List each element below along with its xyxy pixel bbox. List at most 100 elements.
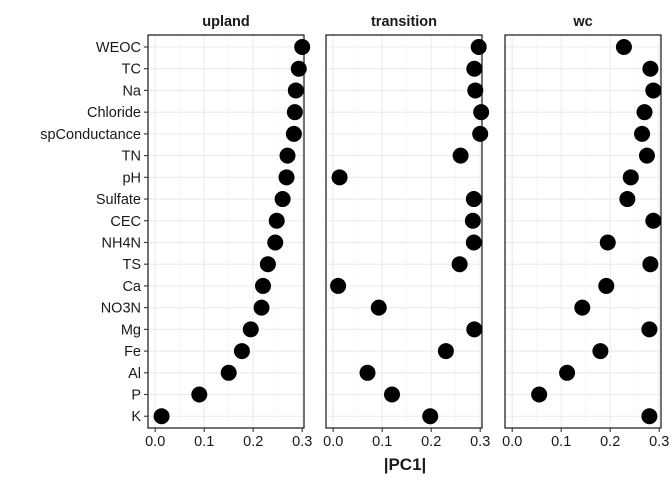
data-point-TS — [451, 256, 468, 273]
data-point-P — [531, 386, 548, 403]
data-point-WEOC — [294, 39, 311, 55]
x-axis-wc: 0.0 0.1 0.2 0.3 — [502, 428, 669, 450]
x-tick-label: 0.0 — [323, 434, 343, 450]
data-point-Ca — [255, 277, 271, 294]
data-point-TS — [259, 256, 276, 273]
data-point-Fe — [233, 343, 250, 360]
x-axis-upland: 0.0 0.1 0.2 0.3 — [145, 428, 312, 450]
facet-panel-wc: wc — [504, 14, 662, 429]
data-point-pH — [331, 169, 348, 186]
y-tick-label: CEC — [110, 214, 141, 230]
x-tick-label: 0.2 — [600, 434, 620, 450]
x-tick-label: 0.1 — [372, 434, 392, 450]
y-tick-label: K — [131, 409, 141, 425]
data-point-Chloride — [473, 104, 490, 121]
x-axes: 0.0 0.1 0.2 0.3 0.0 0.1 0.2 0.3 0.0 0.1 0.2 0.3 — [145, 428, 669, 450]
y-tick-label: Al — [128, 366, 141, 382]
data-point-Na — [287, 82, 304, 99]
data-point-NO3N — [370, 299, 387, 316]
data-point-K — [641, 408, 658, 425]
data-point-Chloride — [286, 104, 303, 121]
x-axis-title: |PC1| — [384, 455, 427, 474]
panel-border — [147, 34, 305, 429]
facet-panels: upland transition wc — [147, 14, 662, 429]
data-point-P — [384, 386, 400, 403]
data-point-NH4N — [465, 234, 482, 251]
panel-background — [148, 35, 304, 428]
data-point-Sulfate — [465, 191, 482, 208]
y-tick-label: TN — [122, 149, 141, 165]
data-point-NO3N — [253, 299, 270, 316]
y-tick-label: Fe — [124, 344, 141, 360]
panel-border — [325, 34, 483, 429]
data-point-CEC — [464, 212, 481, 229]
y-tick-label: spConductance — [40, 127, 141, 143]
data-point-spConductance — [285, 125, 302, 142]
data-point-TC — [642, 60, 659, 77]
y-tick-label: NO3N — [101, 301, 141, 317]
y-tick-label: Sulfate — [96, 192, 141, 208]
facet-title: transition — [371, 14, 437, 30]
y-tick-label: Ca — [122, 279, 141, 295]
facet-panel-upland: upland — [147, 14, 311, 429]
y-tick-label: WEOC — [96, 40, 141, 56]
x-tick-label: 0.1 — [194, 434, 214, 450]
facet-panel-transition: transition — [325, 14, 490, 429]
data-point-NO3N — [574, 299, 591, 316]
x-tick-label: 0.0 — [145, 434, 165, 450]
y-tick-label: TS — [122, 257, 141, 273]
data-point-CEC — [268, 212, 285, 229]
data-point-Mg — [242, 321, 259, 338]
data-point-Ca — [330, 277, 347, 294]
data-point-pH — [278, 169, 295, 186]
x-tick-label: 0.3 — [649, 434, 669, 450]
data-point-TN — [452, 147, 469, 164]
facet-title: upland — [202, 14, 250, 30]
x-tick-label: 0.2 — [421, 434, 441, 450]
data-point-Chloride — [636, 104, 653, 121]
panel-background — [326, 35, 482, 428]
y-tick-label: Mg — [121, 322, 141, 338]
y-tick-label: NH4N — [102, 235, 141, 251]
panel-border — [504, 34, 662, 429]
data-point-TN — [279, 147, 296, 164]
facet-title: wc — [572, 14, 592, 30]
data-point-spConductance — [634, 125, 651, 142]
data-point-spConductance — [472, 125, 489, 142]
data-point-Fe — [437, 343, 454, 360]
y-tick-label: TC — [122, 62, 141, 78]
data-point-Sulfate — [619, 191, 636, 208]
data-point-pH — [622, 169, 639, 186]
data-point-CEC — [645, 212, 662, 229]
data-point-NH4N — [599, 234, 616, 251]
data-point-Na — [645, 82, 662, 99]
data-point-TN — [638, 147, 655, 164]
data-point-Fe — [592, 343, 609, 360]
data-point-TC — [290, 60, 307, 77]
x-tick-label: 0.3 — [292, 434, 312, 450]
data-point-WEOC — [470, 39, 487, 55]
data-point-Al — [220, 364, 237, 381]
data-point-TC — [466, 60, 483, 77]
data-point-NH4N — [267, 234, 284, 251]
y-tick-label: pH — [122, 170, 141, 186]
panel-background — [505, 35, 661, 428]
x-tick-label: 0.2 — [243, 434, 263, 450]
y-axis: WEOC TC Na Chloride spConductance TN pH Sulfate… — [40, 40, 148, 425]
x-axis-transition: 0.0 0.1 0.2 0.3 — [323, 428, 490, 450]
y-tick-label: Na — [122, 83, 141, 99]
y-tick-label: Chloride — [87, 105, 141, 121]
data-point-P — [191, 386, 208, 403]
x-tick-label: 0.1 — [551, 434, 571, 450]
x-tick-label: 0.3 — [470, 434, 490, 450]
data-point-Ca — [598, 277, 615, 294]
data-point-Al — [359, 364, 376, 381]
data-point-Mg — [641, 321, 658, 338]
data-point-Al — [559, 364, 576, 381]
y-tick-label: P — [131, 388, 141, 404]
data-point-TS — [642, 256, 659, 273]
data-point-WEOC — [615, 39, 632, 55]
data-point-Na — [467, 82, 484, 99]
data-point-K — [153, 408, 170, 425]
